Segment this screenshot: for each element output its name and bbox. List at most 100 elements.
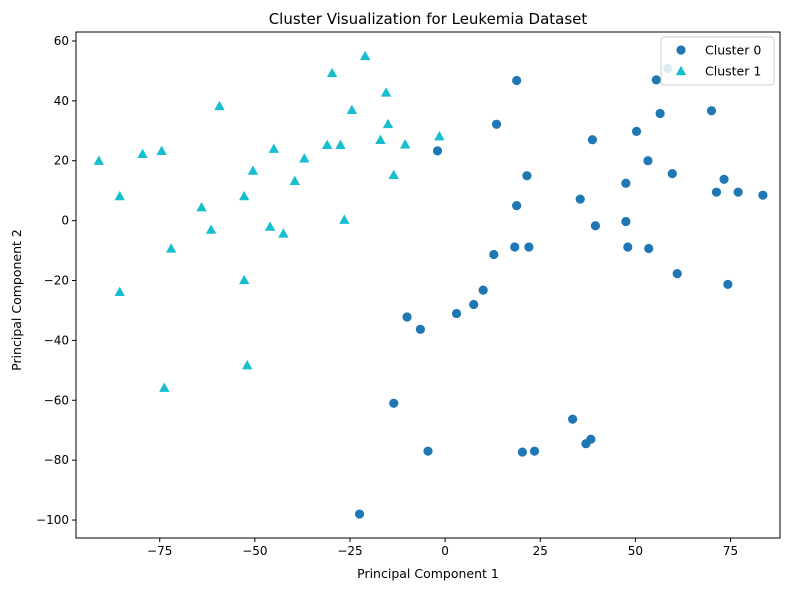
cluster-0-point-36: [711, 187, 722, 197]
cluster-1-point-16: [278, 228, 289, 238]
y-tick-label-3: −40: [44, 333, 69, 347]
cluster-1-point-15: [268, 143, 280, 153]
cluster-1-point-30: [434, 130, 445, 141]
cluster-1-point-8: [205, 224, 217, 234]
cluster-0-point-0: [512, 75, 522, 86]
cluster-0-point-25: [621, 216, 631, 227]
cluster-1-point-20: [326, 67, 338, 78]
y-tick-label-8: 60: [54, 34, 69, 48]
cluster-0-point-4: [512, 201, 522, 211]
cluster-1-point-13: [247, 165, 259, 175]
cluster-1-point-7: [196, 201, 207, 212]
cluster-0-point-17: [529, 446, 540, 456]
y-tick-label-6: 20: [54, 154, 69, 168]
cluster-0-point-15: [354, 509, 365, 519]
cluster-0-point-38: [723, 279, 733, 290]
cluster-0-point-16: [517, 447, 527, 457]
plot-area: [93, 50, 768, 519]
legend-marker-1: [675, 65, 687, 76]
legend-label-1: Cluster 1: [705, 64, 761, 79]
cluster-1-point-23: [346, 104, 358, 115]
cluster-0-point-14: [423, 446, 433, 456]
cluster-0-point-28: [643, 156, 653, 166]
chart-title: Cluster Visualization for Leukemia Datas…: [269, 10, 588, 28]
cluster-1-point-9: [214, 100, 225, 111]
cluster-1-point-22: [339, 214, 350, 224]
x-tick-label-6: 75: [723, 544, 738, 558]
cluster-0-point-7: [489, 249, 499, 260]
y-tick-label-4: −20: [44, 274, 69, 288]
cluster-1-point-29: [399, 139, 411, 149]
cluster-0-point-22: [590, 221, 601, 231]
y-tick-label-0: −100: [36, 513, 69, 527]
cluster-0-point-8: [478, 285, 488, 295]
y-axis: −100 −80 −60 −40 −20 0 20 40 60: [36, 34, 76, 527]
cluster-0-point-29: [644, 243, 654, 254]
y-tick-label-5: 0: [61, 214, 69, 228]
cluster-0-point-3: [522, 171, 532, 181]
cluster-0-point-27: [631, 126, 642, 137]
cluster-1-point-2: [114, 286, 125, 297]
x-tick-label-5: 50: [628, 544, 643, 558]
cluster-0-point-20: [586, 434, 596, 444]
cluster-0-point-9: [469, 299, 479, 310]
cluster-1-point-27: [382, 118, 394, 129]
cluster-1-point-17: [289, 175, 301, 185]
cluster-1-point-26: [380, 87, 392, 97]
cluster-0-point-24: [621, 178, 631, 188]
plot-frame: [75, 31, 781, 539]
cluster-0-point-21: [587, 135, 597, 145]
x-tick-label-1: −50: [242, 544, 267, 558]
cluster-0-point-34: [672, 269, 682, 279]
cluster-1-point-10: [238, 190, 250, 201]
cluster-0-point-11: [402, 312, 412, 322]
x-axis-label: Principal Component 1: [357, 566, 499, 581]
cluster-1-point-21: [335, 139, 346, 150]
y-tick-label-2: −60: [44, 393, 69, 407]
cluster-0-point-35: [706, 106, 717, 116]
legend-marker-0: [676, 45, 686, 55]
legend-box: [660, 36, 775, 86]
cluster-0-point-39: [733, 187, 743, 197]
cluster-0-point-23: [575, 194, 585, 204]
cluster-1-point-24: [360, 50, 371, 61]
x-tick-label-0: −75: [147, 544, 172, 558]
cluster-1-point-28: [388, 169, 399, 179]
legend-label-0: Cluster 0: [705, 43, 761, 58]
cluster-1-point-1: [114, 190, 125, 201]
cluster-1-point-4: [156, 145, 167, 156]
cluster-1-point-14: [264, 221, 276, 231]
y-tick-label-7: 40: [54, 94, 69, 108]
y-axis-label: Principal Component 2: [9, 229, 24, 371]
cluster-0-point-33: [667, 169, 677, 179]
cluster-0-point-40: [758, 190, 768, 200]
cluster-0-point-26: [623, 242, 633, 252]
cluster-0-point-12: [415, 324, 425, 334]
cluster-0-point-13: [389, 398, 399, 408]
cluster-0-point-10: [451, 308, 462, 319]
cluster-0-point-5: [510, 242, 520, 252]
cluster-0-point-1: [491, 119, 502, 129]
cluster-1-point-5: [165, 243, 177, 253]
x-tick-label-3: 0: [441, 544, 449, 558]
x-tick-label-4: 25: [533, 544, 548, 558]
x-axis: −75 −50 −25 0 25 50 75: [147, 538, 738, 558]
y-tick-label-1: −80: [44, 453, 69, 467]
cluster-1-point-18: [299, 153, 310, 163]
cluster-1-point-6: [159, 382, 170, 392]
cluster-0-point-2: [432, 146, 443, 156]
cluster-1-point-12: [242, 360, 253, 370]
cluster-0-point-6: [524, 242, 534, 252]
cluster-1-point-0: [93, 155, 105, 165]
cluster-0-point-37: [719, 174, 729, 184]
legend: Cluster 0 Cluster 1: [660, 36, 775, 86]
cluster-1-point-3: [137, 148, 148, 159]
cluster-1-point-11: [238, 274, 250, 285]
cluster-1-point-19: [321, 139, 333, 150]
cluster-1-point-25: [375, 134, 386, 144]
cluster-0-point-30: [651, 75, 661, 85]
cluster-0-point-31: [655, 108, 665, 119]
x-tick-label-2: −25: [337, 544, 362, 558]
cluster-0-point-18: [568, 414, 578, 424]
